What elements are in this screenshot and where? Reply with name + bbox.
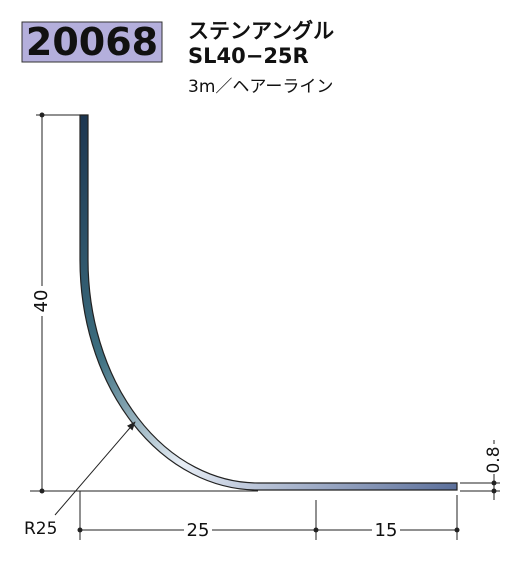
label-bg bbox=[372, 520, 400, 540]
profile bbox=[79, 114, 458, 491]
label-bg bbox=[184, 520, 212, 540]
dim-curve-width: 25 bbox=[187, 520, 210, 541]
label-bg bbox=[484, 444, 504, 474]
product-spec: 3m／ヘアーライン bbox=[188, 77, 333, 97]
product-model: SL40−25R bbox=[188, 44, 309, 68]
code: 20068 bbox=[26, 20, 158, 64]
product-name: ステンアングル bbox=[188, 19, 334, 43]
label-bg bbox=[32, 286, 52, 316]
dimension-dots bbox=[39, 112, 497, 533]
dim-flat-width: 15 bbox=[375, 520, 398, 541]
code-box bbox=[21, 21, 163, 63]
dim-radius: R25 bbox=[24, 519, 57, 539]
dimension-lines bbox=[30, 114, 500, 540]
dim-height: 40 bbox=[31, 290, 52, 313]
dim-thickness: 0.8 bbox=[484, 446, 504, 473]
